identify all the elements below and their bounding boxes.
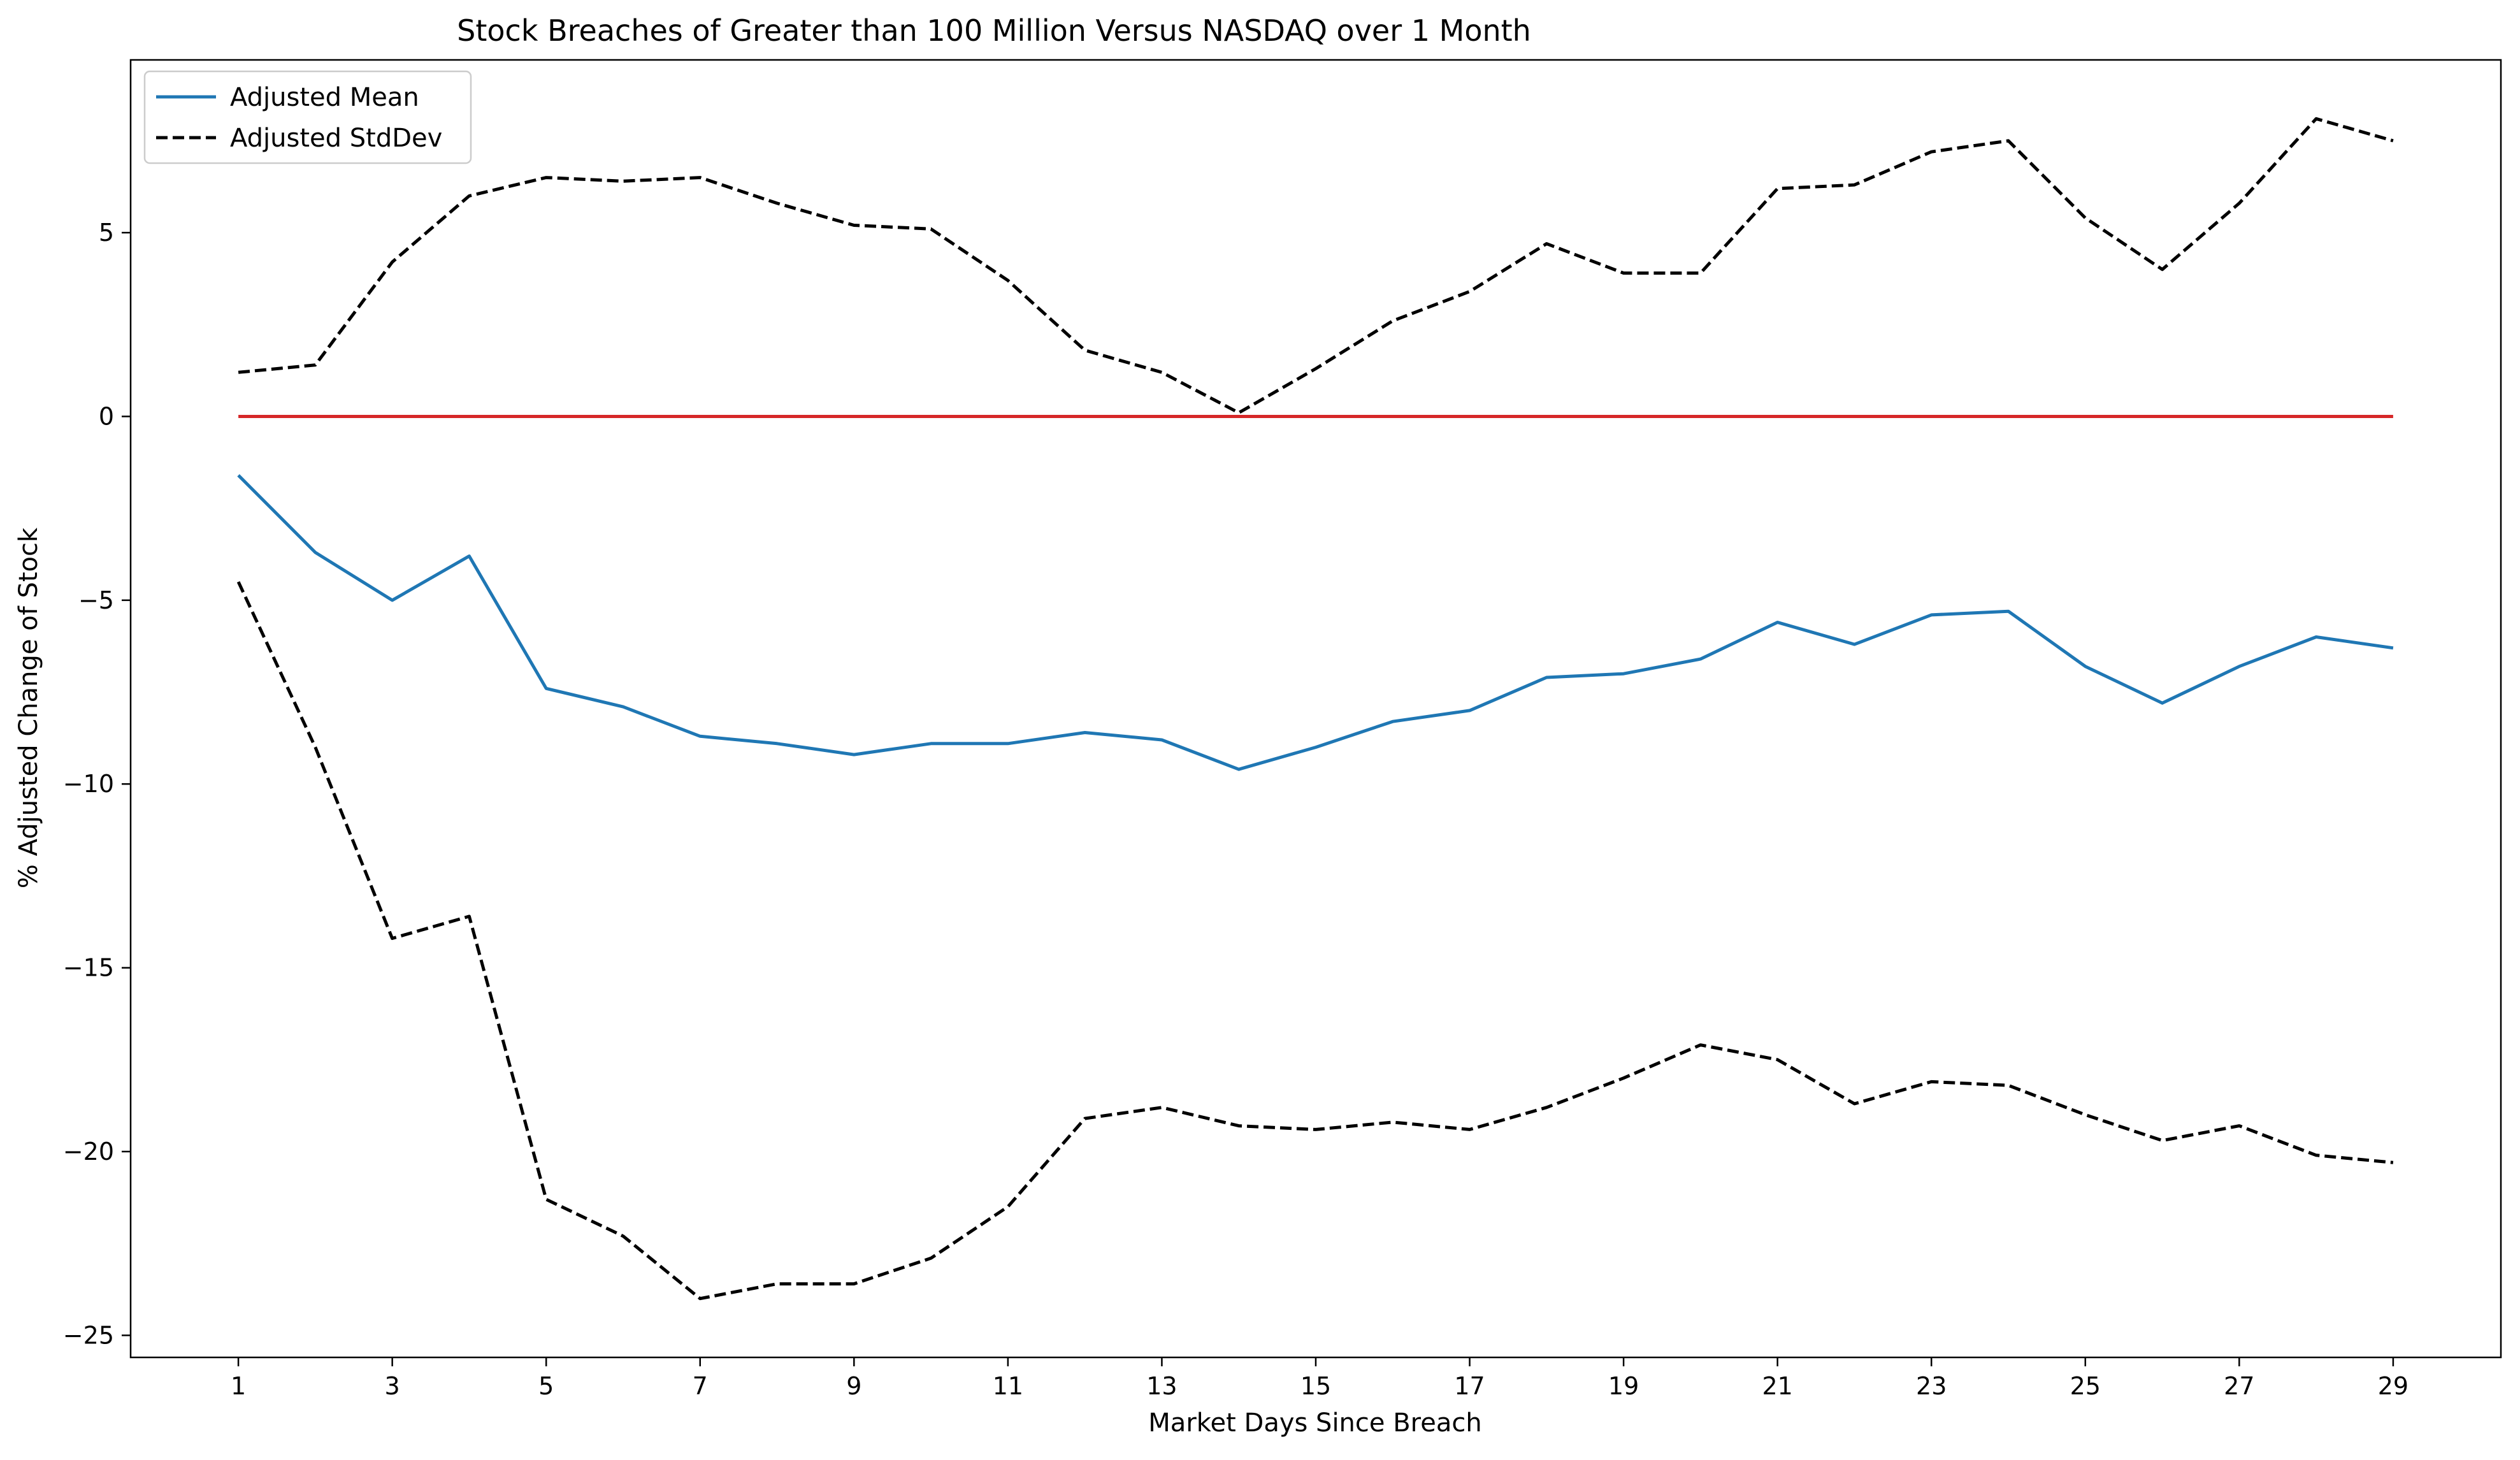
- legend-box: [143, 70, 472, 164]
- series-line-adjusted-mean: [237, 474, 2394, 771]
- x-tick-label: 5: [538, 1372, 554, 1400]
- y-tick-label: 0: [99, 402, 114, 430]
- y-tick-label: −15: [63, 954, 114, 982]
- series-line-lower-stddev: [236, 581, 2394, 1301]
- x-tick-label: 21: [1762, 1372, 1792, 1400]
- x-tick-label: 15: [1300, 1372, 1331, 1400]
- x-tick-label: 29: [2378, 1372, 2408, 1400]
- y-tick-label: 5: [99, 219, 114, 247]
- x-tick-label: 13: [1146, 1372, 1177, 1400]
- x-tick-label: 27: [2224, 1372, 2254, 1400]
- y-axis-label: % Adjusted Change of Stock: [14, 527, 43, 888]
- x-tick-label: 25: [2070, 1372, 2101, 1400]
- y-tick-label: −10: [63, 770, 114, 798]
- x-tick-label: 17: [1454, 1372, 1485, 1400]
- axes: 1 3 5 7 9 11 13 15 17 19 21 23 25 27 29−25−20−15−10−50…: [63, 59, 2502, 1400]
- y-tick-label: −5: [78, 586, 114, 614]
- y-tick-label: −25: [63, 1321, 114, 1349]
- plot-area: [236, 117, 2394, 1301]
- x-tick-label: 23: [1916, 1372, 1947, 1400]
- series-line-adjusted-stddev: [238, 117, 2394, 415]
- legend-label: Adjusted StdDev: [230, 124, 442, 153]
- x-tick-label: 7: [693, 1372, 708, 1400]
- x-tick-label: 9: [846, 1372, 861, 1400]
- x-tick-label: 19: [1608, 1372, 1639, 1400]
- chart-title: Stock Breaches of Greater than 100 Milli…: [457, 13, 1531, 48]
- x-tick-label: 3: [385, 1372, 400, 1400]
- legend: Adjusted Mean Adjusted StdDev: [143, 70, 472, 164]
- x-tick-label: 11: [993, 1372, 1023, 1400]
- x-tick-label: 1: [231, 1372, 246, 1400]
- legend-label: Adjusted Mean: [230, 83, 419, 112]
- y-tick-label: −20: [63, 1138, 114, 1166]
- x-axis-label: Market Days Since Breach: [1148, 1408, 1481, 1438]
